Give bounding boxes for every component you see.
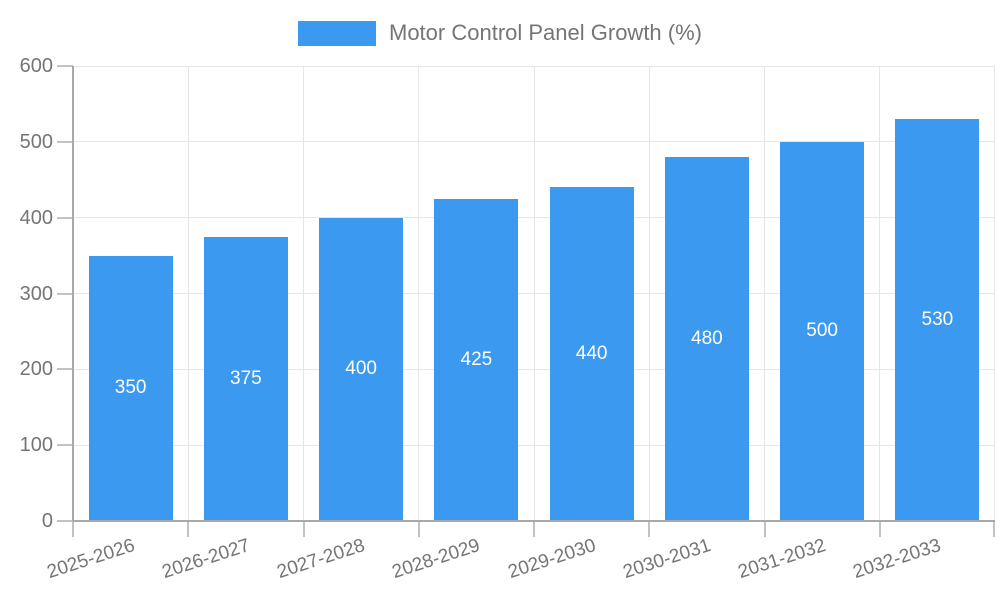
- y-tick: [57, 140, 73, 143]
- y-tick-label: 300: [19, 282, 53, 305]
- y-tick: [57, 65, 73, 67]
- bar-value-label: 440: [575, 343, 608, 365]
- bar[interactable]: 350: [88, 255, 173, 521]
- y-tick-label: 200: [19, 358, 53, 381]
- x-grid-line: [303, 66, 304, 521]
- y-tick: [57, 368, 73, 371]
- x-tick: [993, 521, 995, 537]
- x-grid-line: [648, 66, 650, 521]
- x-grid-line: [533, 66, 535, 521]
- x-grid-line: [187, 66, 189, 521]
- x-tick: [878, 521, 881, 537]
- x-tick: [72, 521, 74, 537]
- legend-swatch-icon: [298, 20, 376, 46]
- x-tick: [763, 521, 766, 537]
- y-tick: [57, 520, 73, 522]
- x-axis-line: [73, 520, 995, 522]
- bar-value-label: 530: [921, 309, 954, 331]
- y-tick: [57, 444, 73, 447]
- bar[interactable]: 500: [780, 141, 865, 521]
- x-tick: [302, 521, 305, 537]
- x-grid-line: [764, 66, 765, 521]
- bar-value-label: 500: [806, 320, 838, 342]
- bar[interactable]: 375: [203, 236, 288, 521]
- y-tick-label: 100: [19, 434, 53, 457]
- bar-value-label: 375: [230, 367, 262, 389]
- legend[interactable]: Motor Control Panel Growth (%): [0, 20, 1000, 46]
- bar-value-label: 400: [345, 358, 377, 380]
- bar[interactable]: 440: [549, 187, 634, 521]
- bar[interactable]: 530: [895, 119, 980, 521]
- y-tick: [57, 216, 73, 219]
- x-tick: [417, 521, 420, 537]
- y-tick-label: 600: [19, 55, 53, 77]
- x-grid-line: [993, 66, 995, 521]
- plot-area: 350 375 400 425 440 480 500 530 0 100 200 300 400 50…: [20, 55, 995, 583]
- legend-label: Motor Control Panel Growth (%): [389, 20, 702, 45]
- x-tick: [533, 521, 535, 537]
- x-tick: [648, 521, 651, 537]
- bar-value-label: 425: [460, 348, 493, 370]
- bar-value-label: 480: [691, 328, 723, 349]
- x-grid-line: [418, 66, 420, 521]
- y-tick-label: 400: [19, 206, 53, 229]
- x-tick: [187, 521, 190, 537]
- bar[interactable]: 480: [664, 157, 749, 521]
- y-tick: [57, 292, 73, 295]
- bar-value-label: 350: [114, 377, 147, 399]
- y-tick-label: 500: [19, 130, 53, 153]
- bar[interactable]: 425: [434, 198, 519, 521]
- y-tick-label: 0: [41, 510, 53, 532]
- y-axis-line: [72, 66, 74, 521]
- x-grid-line: [879, 66, 881, 521]
- bar[interactable]: 400: [319, 217, 404, 521]
